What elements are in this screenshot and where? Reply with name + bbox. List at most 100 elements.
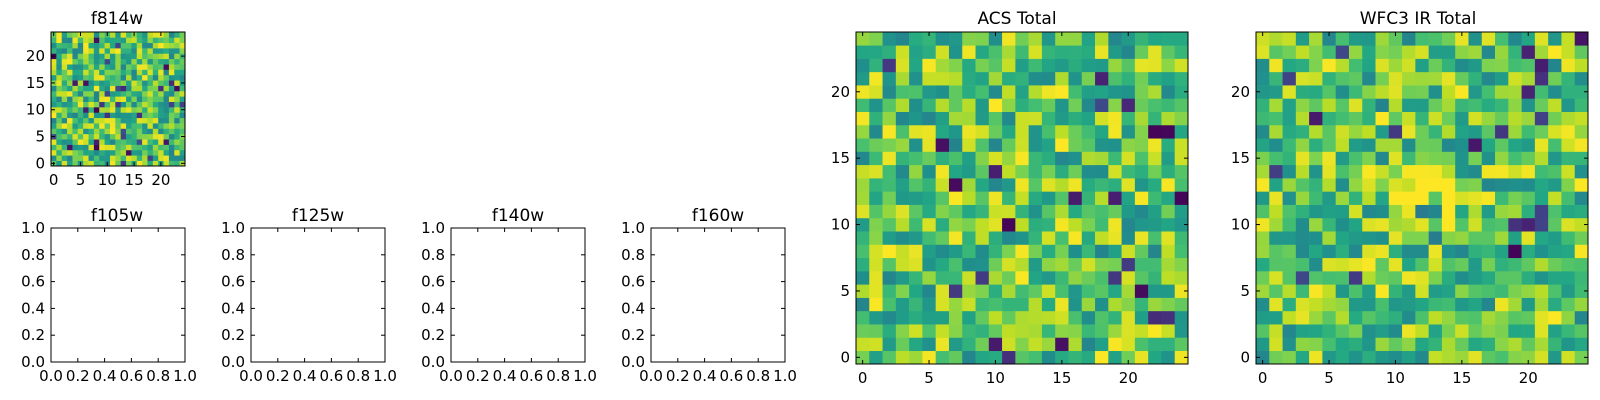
heatmap-cell: [1295, 45, 1310, 59]
heatmap-cell: [1348, 284, 1363, 298]
heatmap-cell: [126, 32, 132, 38]
heatmap-cell: [93, 69, 100, 76]
heatmap-cell: [1441, 178, 1456, 192]
heatmap-cell: [1002, 217, 1016, 232]
heatmap-cell: [1561, 45, 1576, 59]
heatmap-cell: [1269, 350, 1283, 365]
heatmap-cell: [1415, 164, 1429, 179]
heatmap-cell: [99, 107, 105, 113]
heatmap-cell: [51, 155, 57, 161]
heatmap-cell: [1322, 58, 1336, 73]
heatmap-cell: [1322, 71, 1336, 86]
heatmap-cell: [1269, 111, 1283, 126]
heatmap-cell: [948, 284, 963, 298]
heatmap-cell: [856, 257, 870, 272]
heatmap-cell: [1402, 71, 1416, 86]
x-tick-label: 10: [98, 171, 117, 189]
heatmap-cell: [1348, 324, 1363, 338]
heatmap-cell: [1415, 85, 1429, 99]
x-tick-label: 20: [1119, 369, 1138, 387]
heatmap-cell: [115, 90, 121, 97]
heatmap-cell: [1269, 45, 1283, 59]
heatmap-cell: [147, 69, 154, 76]
heatmap-cell: [1282, 178, 1297, 192]
heatmap-cell: [1121, 71, 1136, 86]
heatmap-cell: [1455, 337, 1469, 352]
heatmap-cell: [909, 297, 923, 312]
heatmap-cell: [1282, 271, 1297, 285]
heatmap-cell: [142, 80, 148, 86]
heatmap-cell: [115, 128, 121, 135]
heatmap-cell: [142, 74, 148, 81]
heatmap-cell: [975, 111, 990, 126]
heatmap-cell: [1028, 324, 1043, 338]
heatmap-cell: [1161, 284, 1176, 298]
heatmap-cell: [1295, 284, 1310, 298]
heatmap-cell: [1269, 191, 1283, 205]
heatmap-cell: [1256, 98, 1270, 112]
heatmap-cell: [1256, 297, 1270, 312]
heatmap-cell: [88, 149, 95, 156]
heatmap-cell: [1002, 284, 1016, 298]
heatmap-cell: [909, 350, 923, 365]
heatmap-cell: [1322, 98, 1336, 112]
heatmap-cell: [120, 107, 127, 113]
heatmap-cell: [56, 160, 63, 167]
heatmap-cell: [72, 74, 79, 81]
heatmap-cell: [1148, 151, 1162, 166]
heatmap-cell: [163, 139, 170, 145]
heatmap-cell: [1574, 71, 1589, 86]
heatmap-cell: [1561, 231, 1576, 245]
heatmap-cell: [136, 155, 143, 161]
heatmap-cell: [99, 48, 105, 54]
heatmap-cell: [1548, 178, 1562, 192]
heatmap-cell: [1495, 71, 1509, 86]
heatmap-cell: [948, 204, 963, 219]
heatmap-cell: [1375, 178, 1390, 192]
heatmap-cell: [1415, 45, 1429, 59]
x-tick-label: 20: [1519, 369, 1538, 387]
heatmap-cell: [109, 107, 116, 113]
heatmap-cell: [1574, 45, 1589, 59]
heatmap-cell: [1256, 164, 1270, 179]
heatmap-cell: [1388, 337, 1403, 352]
y-tick-label: 15: [26, 74, 45, 92]
heatmap-cell: [174, 144, 180, 151]
heatmap-cell: [88, 48, 95, 54]
heatmap-cell: [1402, 204, 1416, 219]
heatmap-cell: [1068, 58, 1083, 73]
heatmap-cell: [882, 257, 897, 272]
heatmap-cell: [1348, 217, 1363, 232]
heatmap-cell: [975, 151, 990, 166]
heatmap-cell: [99, 32, 105, 38]
heatmap-cell: [1495, 257, 1509, 272]
heatmap-cell: [115, 149, 121, 156]
heatmap-cell: [1068, 244, 1083, 259]
heatmap-cell: [67, 96, 73, 102]
heatmap-cell: [1362, 71, 1376, 86]
heatmap-cell: [1161, 124, 1176, 139]
heatmap-cell: [1309, 164, 1323, 179]
heatmap-cell: [115, 53, 121, 60]
heatmap-cell: [1335, 111, 1350, 126]
heatmap-cell: [948, 98, 963, 112]
heatmap-cell: [948, 310, 963, 325]
heatmap-cell: [1134, 124, 1149, 139]
heatmap-cell: [77, 101, 84, 108]
heatmap-cell: [1495, 151, 1509, 166]
heatmap-cell: [152, 53, 159, 60]
y-tick-label: 1.0: [421, 219, 445, 237]
heatmap-cell: [935, 151, 950, 166]
heatmap-cell: [1174, 151, 1189, 166]
heatmap-cell: [120, 69, 127, 76]
heatmap-cell: [869, 124, 883, 139]
heatmap-cell: [1081, 337, 1096, 352]
heatmap-cell: [988, 297, 1003, 312]
heatmap-cell: [1362, 32, 1376, 46]
heatmap-cell: [131, 155, 138, 161]
heatmap-cell: [1335, 178, 1350, 192]
heatmap-cell: [168, 144, 175, 151]
heatmap-cell: [168, 139, 175, 145]
heatmap-cell: [1134, 45, 1149, 59]
